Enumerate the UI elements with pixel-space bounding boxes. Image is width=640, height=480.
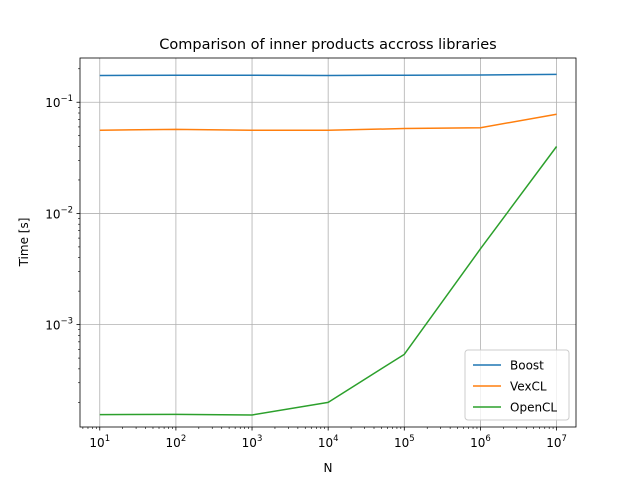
x-axis-label: N <box>324 461 333 475</box>
legend-label-boost: Boost <box>510 359 544 373</box>
x-tick-label: 106 <box>470 434 491 450</box>
y-tick-label: 10−1 <box>45 94 73 110</box>
y-tick-label: 10−3 <box>45 317 73 333</box>
chart-title: Comparison of inner products accross lib… <box>159 37 496 53</box>
x-tick-label: 101 <box>89 434 110 450</box>
series-line-boost <box>99 73 557 77</box>
x-tick-label: 105 <box>394 434 415 450</box>
legend: Boost VexCL OpenCL <box>464 349 570 421</box>
y-tick-label: 10−2 <box>45 205 73 221</box>
x-tick-label: 107 <box>546 434 567 450</box>
legend-box <box>464 349 570 421</box>
series-line-vexcl <box>99 113 557 131</box>
series-lines <box>99 73 558 416</box>
x-tick-label: 104 <box>318 434 339 450</box>
y-axis-label: Time [s] <box>17 218 31 268</box>
x-tick-label: 103 <box>242 434 263 450</box>
axis-ticks: 101 102 103 104 105 106 107 10−3 10−2 10−1 <box>45 94 567 450</box>
legend-label-vexcl: VexCL <box>510 380 547 394</box>
series-line-opencl <box>99 146 558 416</box>
x-tick-label: 102 <box>166 434 187 450</box>
legend-label-opencl: OpenCL <box>510 401 557 415</box>
